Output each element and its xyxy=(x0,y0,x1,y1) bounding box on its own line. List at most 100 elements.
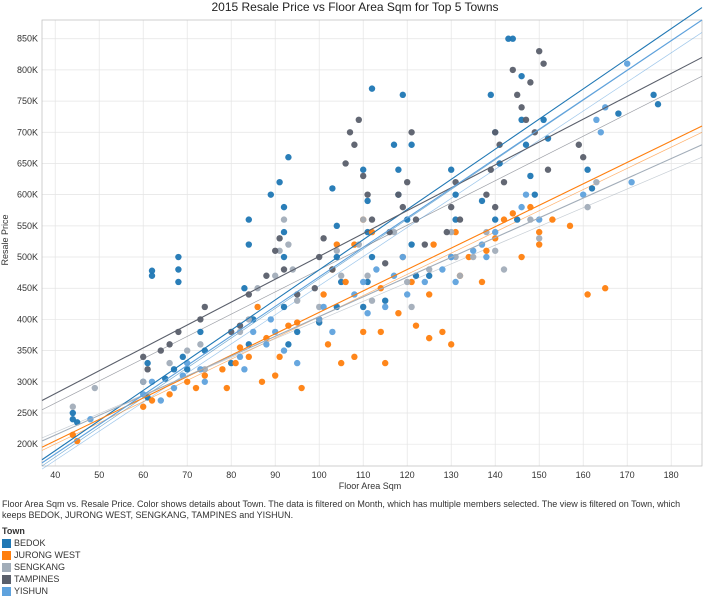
x-tick-label: 160 xyxy=(576,470,591,480)
point-yishun xyxy=(329,328,336,336)
point-tampines xyxy=(522,116,530,124)
point-tampines xyxy=(311,285,318,292)
point-bedok xyxy=(531,191,538,198)
point-jurong-west xyxy=(426,291,433,298)
x-axis-ticks: 40 50 60 70 80 90 100 110 120 130 140 150 160 170 180 xyxy=(50,470,679,480)
point-bedok xyxy=(148,272,156,279)
point-jurong-west xyxy=(430,241,437,248)
point-bedok xyxy=(245,241,252,248)
point-bedok xyxy=(276,178,283,186)
point-bedok xyxy=(487,91,494,99)
legend-item-jurong-west[interactable]: JURONG WEST xyxy=(2,549,81,561)
x-axis-label: Floor Area Sqm xyxy=(339,481,402,491)
x-tick-label: 140 xyxy=(488,470,503,480)
point-bedok xyxy=(241,285,248,292)
point-tampines xyxy=(382,260,389,267)
point-yishun xyxy=(236,353,244,361)
legend-label: TAMPINES xyxy=(14,574,60,584)
point-jurong-west xyxy=(465,253,472,261)
point-jurong-west xyxy=(439,328,446,336)
point-bedok xyxy=(245,216,252,223)
legend-swatch xyxy=(2,586,11,596)
chart-title: 2015 Resale Price vs Floor Area Sqm for … xyxy=(211,0,498,14)
legend-item-bedok[interactable]: BEDOK xyxy=(2,537,81,549)
point-yishun xyxy=(580,191,587,198)
point-bedok xyxy=(184,366,191,373)
point-jurong-west xyxy=(272,372,279,379)
trend-lines xyxy=(41,7,703,464)
point-tampines xyxy=(329,266,336,273)
point-sengkang xyxy=(285,241,292,248)
trend-line-sengkang xyxy=(41,144,703,442)
y-tick-label: 250K xyxy=(17,408,38,418)
legend-title: Town xyxy=(2,526,25,536)
point-bedok xyxy=(364,278,371,286)
chart-caption: Floor Area Sqm vs. Resale Price. Color s… xyxy=(2,499,681,520)
y-axis-label: Resale Price xyxy=(0,214,10,265)
point-sengkang xyxy=(338,272,345,279)
point-bedok xyxy=(408,241,415,248)
point-jurong-west xyxy=(536,228,543,236)
point-tampines xyxy=(500,178,508,186)
point-jurong-west xyxy=(192,384,200,392)
point-tampines xyxy=(399,203,406,211)
point-bedok xyxy=(228,359,235,367)
x-tick-label: 110 xyxy=(356,470,370,480)
point-jurong-west xyxy=(236,344,244,351)
point-jurong-west xyxy=(324,341,332,348)
y-tick-label: 650K xyxy=(17,158,38,168)
point-bedok xyxy=(338,278,345,286)
point-jurong-west xyxy=(338,359,345,367)
point-sengkang xyxy=(584,203,591,211)
point-jurong-west xyxy=(285,322,292,329)
point-yishun xyxy=(492,228,499,236)
point-tampines xyxy=(245,291,252,298)
point-bedok xyxy=(175,266,182,273)
point-yishun xyxy=(624,60,631,67)
point-bedok xyxy=(175,253,182,261)
point-tampines xyxy=(140,353,147,361)
legend-item-sengkang[interactable]: SENGKANG xyxy=(2,561,81,573)
point-sengkang xyxy=(492,247,499,254)
point-sengkang xyxy=(91,384,99,392)
y-tick-label: 700K xyxy=(17,127,38,137)
point-yishun xyxy=(439,266,446,273)
x-tick-label: 80 xyxy=(226,470,236,480)
point-yishun xyxy=(597,129,604,136)
point-jurong-west xyxy=(408,278,415,286)
point-jurong-west xyxy=(245,353,252,361)
point-bedok xyxy=(368,85,376,92)
point-bedok xyxy=(615,110,622,117)
legend-label: YISHUN xyxy=(14,586,49,596)
point-bedok xyxy=(540,116,547,124)
legend-label: JURONG WEST xyxy=(14,550,81,560)
point-yishun xyxy=(628,178,635,186)
point-jurong-west xyxy=(368,228,376,236)
point-bedok xyxy=(368,253,376,261)
point-tampines xyxy=(575,141,582,148)
point-sengkang xyxy=(69,403,77,410)
point-tampines xyxy=(364,191,371,198)
point-tampines xyxy=(580,154,587,161)
point-jurong-west xyxy=(219,366,226,373)
point-jurong-west xyxy=(320,291,327,298)
point-jurong-west xyxy=(478,278,486,286)
point-sengkang xyxy=(355,241,362,248)
trend-band-tampines xyxy=(41,75,703,411)
legend-item-tampines[interactable]: TAMPINES xyxy=(2,573,81,585)
point-jurong-west xyxy=(536,241,543,248)
point-tampines xyxy=(355,116,362,124)
point-yishun xyxy=(382,303,389,311)
point-tampines xyxy=(166,341,173,348)
y-tick-label: 500K xyxy=(17,252,38,262)
point-jurong-west xyxy=(148,397,156,404)
legend-item-yishun[interactable]: YISHUN xyxy=(2,585,81,597)
trend-line-yishun xyxy=(41,19,703,464)
point-tampines xyxy=(272,247,279,254)
point-tampines xyxy=(536,47,543,55)
point-tampines xyxy=(395,191,402,198)
y-tick-label: 400K xyxy=(17,314,38,324)
point-tampines xyxy=(408,129,415,136)
point-sengkang xyxy=(333,247,340,254)
y-tick-label: 350K xyxy=(17,346,38,356)
